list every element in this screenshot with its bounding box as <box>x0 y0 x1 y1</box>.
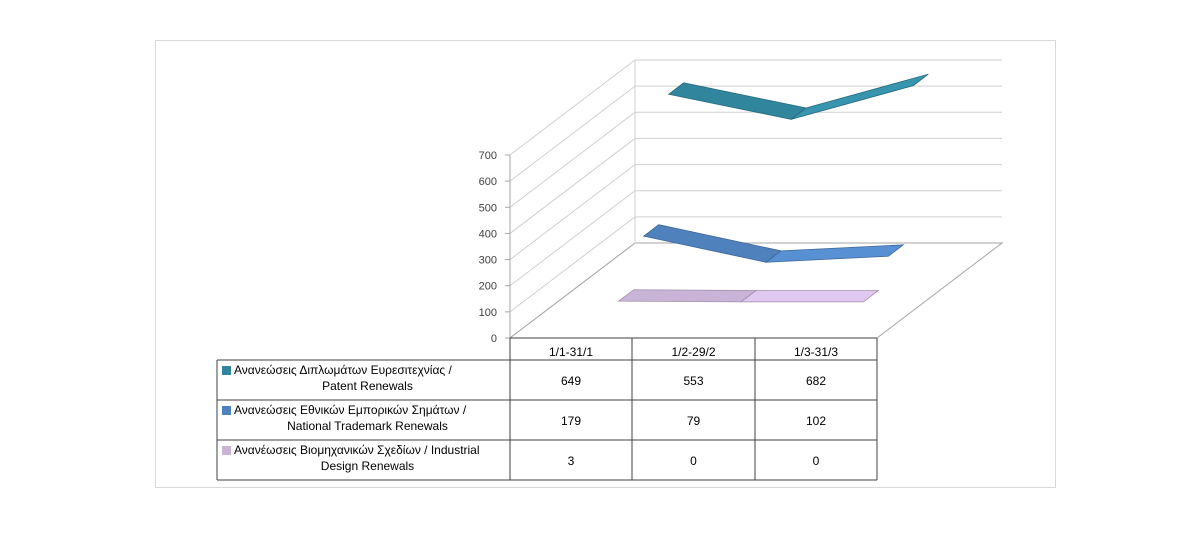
y-tick-label: 700 <box>479 150 497 162</box>
data-label: 102 <box>806 414 826 428</box>
y-tick-label: 500 <box>479 202 497 214</box>
legend-label-3-line-1: Ανανέωσεις Βιομηχανικών Σχεδίων / Indust… <box>234 443 480 457</box>
gridline <box>509 111 1002 208</box>
data-label: 553 <box>683 374 703 388</box>
data-label: 649 <box>561 374 581 388</box>
series-ribbons <box>617 73 929 303</box>
x-category-label: 1/3-31/3 <box>794 345 838 359</box>
series-1-segment-1 <box>667 82 807 120</box>
legend-label-1-line-1: Ανανεώσεις Διπλωμάτων Ευρεσιτεχνίας / <box>234 363 453 377</box>
data-label: 682 <box>806 374 826 388</box>
chart-frame <box>155 40 1056 488</box>
gridline <box>509 137 1002 234</box>
y-axis: 0 100 200 300 400 500 600 700 <box>479 150 510 345</box>
legend-swatch-2 <box>222 406 231 415</box>
y-tick-label: 300 <box>479 255 497 267</box>
y-tick-label: 200 <box>479 281 497 293</box>
y-tick-label: 400 <box>479 228 497 240</box>
legend-label-2-line-2: National Trademark Renewals <box>287 419 448 433</box>
data-label: 179 <box>561 414 581 428</box>
legend-label-1-line-2: Patent Renewals <box>322 379 413 393</box>
series-1-segment-2 <box>790 73 929 120</box>
data-table: 1/1-31/1 1/2-29/2 1/3-31/3 Ανανεώσεις Διπλω… <box>216 337 878 481</box>
data-label: 0 <box>813 454 820 468</box>
series-3-segment-1 <box>617 289 758 303</box>
legend-swatch-3 <box>222 446 231 455</box>
x-category-label: 1/2-29/2 <box>671 345 715 359</box>
data-label: 3 <box>568 454 575 468</box>
y-tick-label: 0 <box>491 333 497 345</box>
gridline <box>509 190 1002 287</box>
y-tick-label: 600 <box>479 176 497 188</box>
series-3-segment-2 <box>739 290 880 303</box>
y-tick-label: 100 <box>479 307 497 319</box>
legend-label-2-line-1: Ανανεώσεις Εθνικών Εμπορικών Σημάτων / <box>234 403 467 417</box>
legend-label-3-line-2: Design Renewals <box>321 459 414 473</box>
data-label: 0 <box>690 454 697 468</box>
series-2-segment-2 <box>764 244 905 263</box>
legend-swatch-1 <box>222 366 231 375</box>
data-label: 79 <box>687 414 701 428</box>
x-category-label: 1/1-31/1 <box>549 345 593 359</box>
